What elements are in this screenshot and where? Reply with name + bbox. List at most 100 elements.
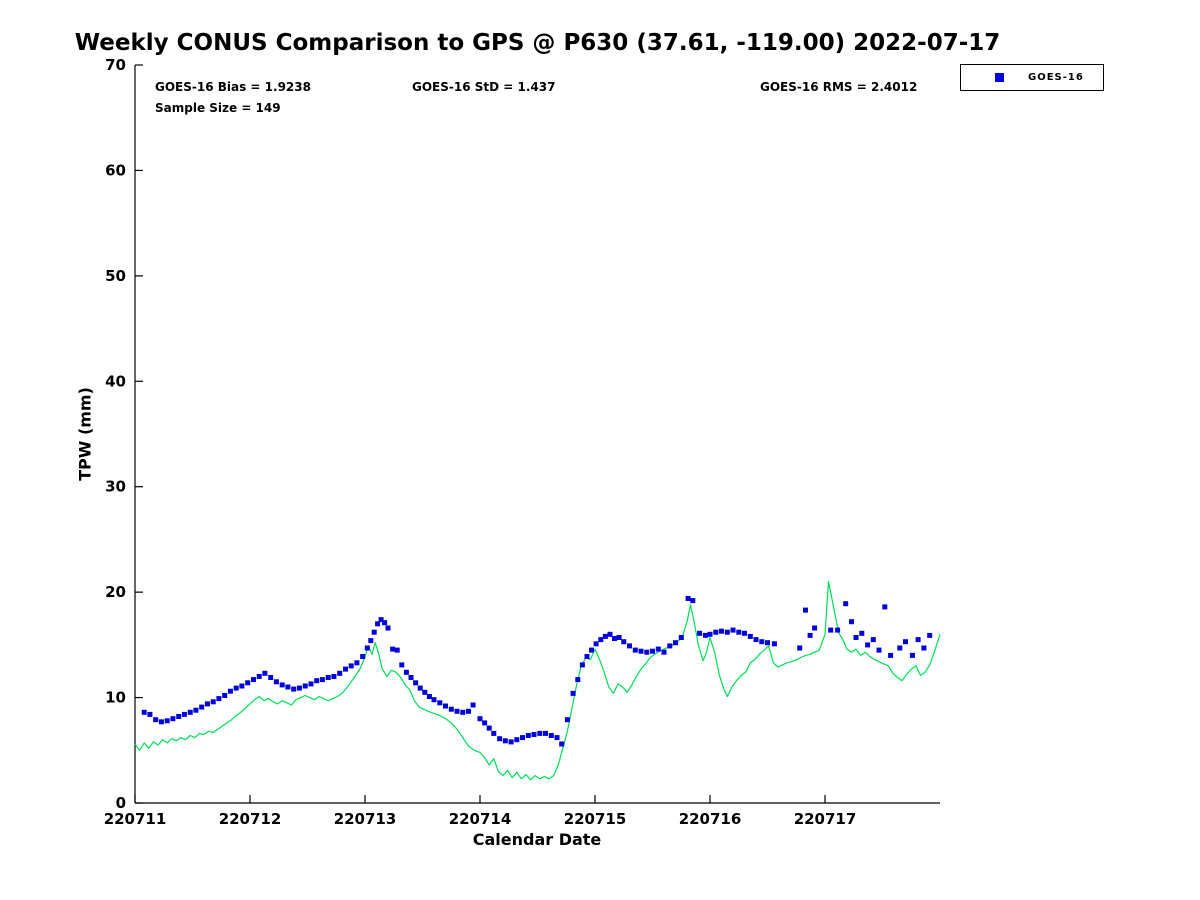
series-line-gps bbox=[134, 580, 941, 781]
series-marker-goes-16 bbox=[371, 629, 377, 635]
series-marker-goes-16 bbox=[343, 666, 348, 672]
x-tick-label: 220713 bbox=[334, 810, 397, 828]
series-marker-goes-16 bbox=[233, 685, 239, 691]
series-marker-goes-16 bbox=[176, 714, 182, 719]
series-marker-goes-16 bbox=[141, 709, 147, 715]
series-marker-goes-16 bbox=[853, 635, 859, 640]
series-marker-goes-16 bbox=[408, 675, 414, 680]
y-tick-label: 0 bbox=[116, 794, 126, 812]
series-marker-goes-16 bbox=[245, 680, 251, 686]
series-marker-goes-16 bbox=[903, 639, 908, 645]
series-marker-goes-16 bbox=[147, 711, 153, 717]
series-marker-goes-16 bbox=[296, 685, 302, 691]
series-marker-goes-16 bbox=[385, 625, 391, 631]
x-tick-label: 220714 bbox=[449, 810, 512, 828]
series-marker-goes-16 bbox=[364, 645, 370, 651]
series-marker-goes-16 bbox=[426, 694, 432, 699]
series-marker-goes-16 bbox=[797, 645, 803, 651]
series-marker-goes-16 bbox=[685, 596, 691, 601]
stat-std: GOES-16 StD = 1.437 bbox=[412, 80, 556, 94]
series-marker-goes-16 bbox=[882, 604, 888, 610]
x-tick-label: 220712 bbox=[219, 810, 282, 828]
y-tick-label: 60 bbox=[105, 161, 126, 179]
series-marker-goes-16 bbox=[325, 675, 331, 680]
series-marker-goes-16 bbox=[394, 647, 400, 653]
series-marker-goes-16 bbox=[870, 637, 876, 643]
series-marker-goes-16 bbox=[742, 630, 747, 636]
y-tick-label: 50 bbox=[105, 267, 126, 285]
series-marker-goes-16 bbox=[348, 663, 354, 669]
series-marker-goes-16 bbox=[153, 717, 159, 723]
series-marker-goes-16 bbox=[448, 706, 454, 712]
series-marker-goes-16 bbox=[262, 670, 268, 676]
series-marker-goes-16 bbox=[314, 678, 320, 684]
series-marker-goes-16 bbox=[279, 682, 285, 688]
series-marker-goes-16 bbox=[736, 629, 742, 635]
series-marker-goes-16 bbox=[390, 646, 396, 652]
series-marker-goes-16 bbox=[360, 654, 366, 659]
series-marker-goes-16 bbox=[413, 680, 419, 686]
series-marker-goes-16 bbox=[158, 719, 164, 725]
legend-label: GOES-16 bbox=[1028, 72, 1084, 83]
chart-title: Weekly CONUS Comparison to GPS @ P630 (3… bbox=[74, 30, 1001, 56]
series-marker-goes-16 bbox=[222, 693, 228, 698]
series-marker-goes-16 bbox=[486, 725, 492, 731]
series-marker-goes-16 bbox=[719, 628, 724, 634]
series-marker-goes-16 bbox=[543, 730, 548, 736]
series-marker-goes-16 bbox=[807, 632, 813, 638]
series-marker-goes-16 bbox=[638, 648, 644, 654]
series-marker-goes-16 bbox=[417, 685, 423, 691]
series-marker-goes-16 bbox=[454, 708, 460, 714]
series-marker-goes-16 bbox=[621, 639, 627, 645]
series-marker-goes-16 bbox=[843, 601, 849, 607]
series-marker-goes-16 bbox=[291, 686, 297, 692]
series-marker-goes-16 bbox=[514, 737, 520, 743]
series-marker-goes-16 bbox=[765, 640, 770, 646]
series-marker-goes-16 bbox=[466, 708, 471, 714]
series-marker-goes-16 bbox=[491, 730, 497, 736]
series-marker-goes-16 bbox=[678, 635, 684, 640]
series-marker-goes-16 bbox=[859, 630, 865, 636]
series-marker-goes-16 bbox=[319, 677, 325, 683]
series-marker-goes-16 bbox=[199, 704, 205, 710]
series-marker-goes-16 bbox=[598, 637, 604, 643]
stat-sample-size: Sample Size = 149 bbox=[155, 101, 281, 115]
series-marker-goes-16 bbox=[497, 736, 503, 742]
series-marker-goes-16 bbox=[876, 647, 882, 653]
series-marker-goes-16 bbox=[470, 702, 476, 708]
series-marker-goes-16 bbox=[460, 709, 466, 715]
series-marker-goes-16 bbox=[239, 683, 245, 689]
series-marker-goes-16 bbox=[443, 703, 448, 709]
series-marker-goes-16 bbox=[921, 645, 927, 651]
series-marker-goes-16 bbox=[632, 647, 638, 653]
series-marker-goes-16 bbox=[187, 709, 193, 715]
series-marker-goes-16 bbox=[655, 646, 661, 652]
series-marker-goes-16 bbox=[531, 732, 537, 737]
series-marker-goes-16 bbox=[559, 741, 565, 747]
x-tick-label: 220715 bbox=[564, 810, 627, 828]
series-marker-goes-16 bbox=[915, 637, 921, 643]
series-marker-goes-16 bbox=[584, 654, 590, 659]
series-marker-goes-16 bbox=[835, 627, 841, 633]
series-marker-goes-16 bbox=[564, 717, 570, 723]
series-marker-goes-16 bbox=[431, 697, 437, 703]
series-marker-goes-16 bbox=[644, 649, 650, 655]
y-tick-label: 70 bbox=[105, 56, 126, 74]
x-tick-label: 220716 bbox=[679, 810, 742, 828]
series-marker-goes-16 bbox=[170, 716, 176, 722]
series-marker-goes-16 bbox=[897, 645, 903, 651]
series-marker-goes-16 bbox=[403, 669, 409, 675]
series-marker-goes-16 bbox=[713, 629, 719, 635]
series-marker-goes-16 bbox=[437, 700, 443, 706]
series-marker-goes-16 bbox=[331, 674, 337, 679]
series-marker-goes-16 bbox=[616, 635, 622, 640]
series-marker-goes-16 bbox=[548, 733, 554, 738]
series-marker-goes-16 bbox=[607, 631, 613, 637]
series-marker-goes-16 bbox=[759, 639, 765, 645]
series-marker-goes-16 bbox=[697, 630, 703, 636]
series-marker-goes-16 bbox=[378, 617, 384, 623]
series-marker-goes-16 bbox=[285, 684, 291, 690]
y-tick-label: 30 bbox=[105, 478, 126, 496]
